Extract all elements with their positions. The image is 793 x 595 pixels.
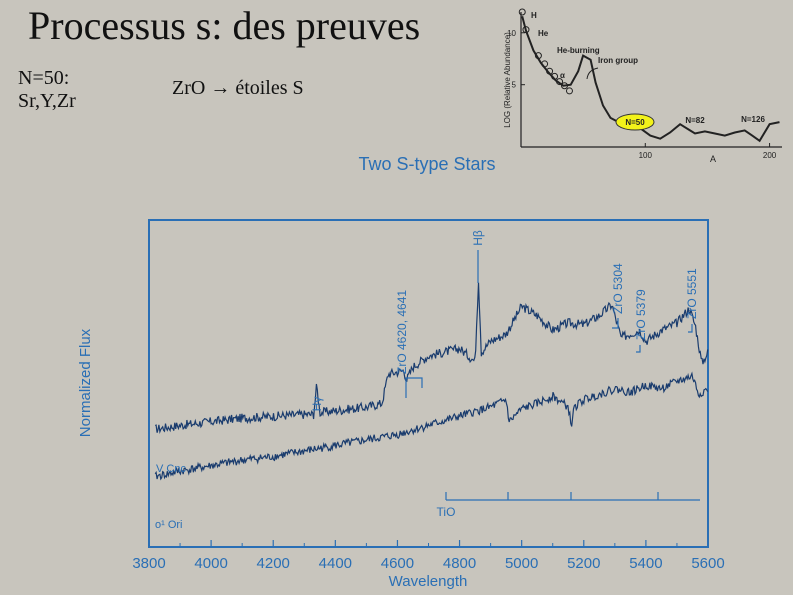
abundance-point	[546, 67, 554, 75]
abundance-point	[556, 78, 564, 86]
label-n50: N=50	[625, 118, 645, 127]
abundance-x-tick-label: 200	[763, 151, 777, 160]
abundance-point	[565, 87, 573, 95]
abundance-point	[534, 52, 542, 60]
spectra-x-tick-label: 4400	[319, 555, 352, 572]
tio-bands	[445, 492, 700, 501]
spectra-x-ticks: 3800 4000 4200 4400 4600 4800 5000 5200 5400 5600	[132, 540, 725, 572]
abundance-x-tick-label: 100	[639, 151, 653, 160]
h-beta-label: Hβ	[471, 230, 485, 246]
spectra-x-tick-label: 5200	[567, 555, 600, 572]
label-alpha: α	[560, 71, 565, 80]
v-cnc-spectrum	[154, 282, 709, 435]
abundance-point	[561, 82, 568, 90]
spectra-x-tick-label: 4200	[257, 555, 290, 572]
o1-ori-label: o¹ Ori	[155, 519, 183, 531]
spectra-x-tick-label: 3800	[132, 555, 165, 572]
spectra-x-tick-label: 5400	[629, 555, 662, 572]
zro-5379-marker	[636, 345, 641, 353]
label-n126: N=126	[741, 115, 765, 124]
zro-5551-marker	[688, 324, 693, 333]
spectra-x-axis-label: Wavelength	[389, 573, 468, 590]
abundance-chart: LOG (Relative Abundance) A 510 100 200 H …	[503, 8, 782, 164]
n50-note: N=50: Sr,Y,Zr	[18, 67, 76, 113]
zro-note: ZrO → étoiles S	[172, 77, 304, 99]
abundance-point	[551, 72, 559, 80]
spectra-y-axis-label: Normalized Flux	[77, 328, 94, 437]
iron-group-arrow	[586, 67, 599, 80]
n50-note-line-2: Sr,Y,Zr	[18, 90, 76, 112]
label-he: He	[538, 29, 549, 38]
abundance-y-axis-label: LOG (Relative Abundance)	[503, 32, 512, 128]
abundance-y-ticks: 5 10	[507, 29, 525, 90]
abundance-points	[518, 8, 573, 95]
spectra-x-tick-label: 4600	[381, 555, 414, 572]
o1-ori-spectrum	[154, 371, 709, 481]
spectra-title: Two S-type Stars	[358, 154, 495, 174]
label-iron-group: Iron group	[598, 56, 638, 65]
abundance-x-ticks: 100 200	[639, 143, 777, 160]
label-h: H	[531, 11, 537, 20]
spectra-x-tick-label: 4800	[443, 555, 476, 572]
spectra-x-tick-label: 5000	[505, 555, 538, 572]
abundance-y-tick-label: 10	[507, 29, 516, 38]
n50-highlight	[615, 113, 655, 131]
v-cnc-label: V Cnc	[156, 463, 186, 475]
h-gamma-label: Hγ	[310, 397, 324, 412]
label-he-burning: He-burning	[557, 46, 600, 55]
zro-5304-label: ZrO 5304	[611, 263, 625, 314]
abundance-x-axis-label: A	[710, 154, 716, 164]
label-n82: N=82	[685, 116, 705, 125]
n50-note-line-1: N=50:	[18, 67, 70, 89]
zro-5304-marker	[612, 318, 619, 329]
slide-title: Processus s: des preuves	[28, 3, 421, 48]
abundance-point	[518, 8, 526, 16]
spectra-chart: Normalized Flux Wavelength 3800 4000 4200 4…	[77, 219, 725, 590]
tio-label: TiO	[437, 505, 456, 519]
zro-4620-label: ZrO 4620, 4641	[395, 290, 409, 374]
spectra-x-tick-label: 5600	[691, 555, 724, 572]
zro-5379-label: ZrO 5379	[634, 289, 648, 340]
zro-4620-marker	[405, 377, 423, 398]
abundance-point	[522, 26, 530, 34]
abundance-y-tick-label: 5	[512, 81, 517, 90]
spectra-x-tick-label: 4000	[194, 555, 227, 572]
abundance-point	[541, 60, 549, 68]
zro-5551-label: ZrO 5551	[685, 268, 699, 319]
